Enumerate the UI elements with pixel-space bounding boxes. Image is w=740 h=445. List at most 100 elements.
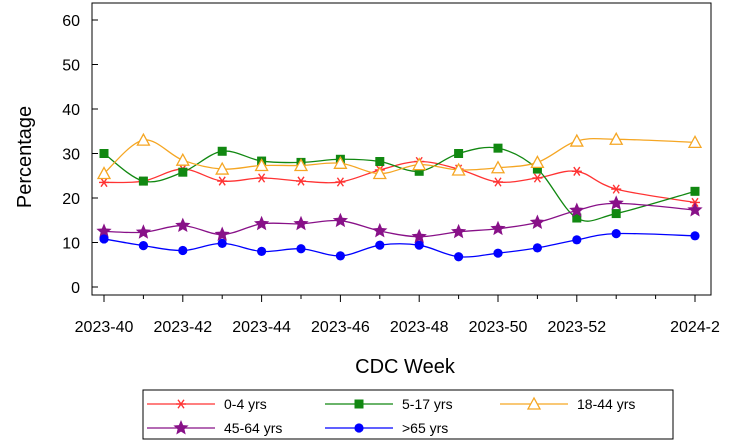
data-point-circle <box>257 246 267 256</box>
x-tick-label: 2023-48 <box>390 319 449 336</box>
y-tick-label: 30 <box>62 147 80 164</box>
data-point-square <box>532 164 542 174</box>
data-point-star <box>135 224 152 239</box>
x-tick-label: 2023-44 <box>232 319 291 336</box>
data-point-triangle <box>175 152 190 166</box>
y-axis: 0 10 20 30 40 50 60 <box>62 13 98 297</box>
data-point-circle <box>178 245 188 256</box>
data-point-circle <box>138 241 148 251</box>
x-tick-label: 2023-52 <box>547 319 606 336</box>
data-point-square <box>690 186 700 196</box>
data-point-asterisk <box>493 177 503 187</box>
data-point-star <box>175 217 191 233</box>
data-point-triangle <box>687 135 703 149</box>
data-point-circle <box>532 243 543 253</box>
x-tick-label: 2023-50 <box>469 319 528 336</box>
data-point-star <box>687 202 703 217</box>
data-point-circle <box>375 240 385 250</box>
data-point-circle <box>99 234 109 244</box>
data-point-triangle <box>526 396 542 410</box>
data-point-star <box>214 226 230 241</box>
legend-label: 5-17 yrs <box>402 396 453 412</box>
data-point-asterisk <box>532 173 543 183</box>
data-point-square <box>217 146 227 156</box>
data-point-triangle <box>569 133 584 147</box>
data-point-triangle <box>333 155 348 169</box>
y-axis-label: Percentage <box>14 106 36 208</box>
data-point-circle <box>690 231 700 241</box>
data-point-circle <box>414 240 424 250</box>
data-point-triangle <box>215 161 230 175</box>
data-point-asterisk <box>99 177 109 188</box>
data-point-star <box>96 223 112 238</box>
data-point-square <box>414 166 424 176</box>
data-point-square <box>611 209 621 219</box>
data-point-star <box>173 420 189 435</box>
legend-label: 45-64 yrs <box>224 420 282 436</box>
y-tick-label: 10 <box>62 236 80 253</box>
data-point-triangle <box>136 132 151 146</box>
x-axis-label: CDC Week <box>355 356 456 378</box>
y-tick-label: 20 <box>62 191 80 208</box>
data-point-square <box>454 149 464 158</box>
data-point-circle <box>335 251 345 261</box>
data-point-star <box>569 202 585 217</box>
data-point-square <box>178 167 188 177</box>
y-tick-label: 50 <box>62 58 80 75</box>
data-point-asterisk <box>176 399 186 409</box>
data-point-circle <box>354 423 364 433</box>
x-tick-label: 2024-2 <box>670 319 720 336</box>
data-point-asterisk <box>571 166 582 176</box>
legend-frame <box>142 389 674 440</box>
data-point-triangle <box>530 155 545 169</box>
data-point-triangle <box>372 166 387 180</box>
data-point-star <box>372 222 388 238</box>
y-tick-label: 40 <box>62 102 80 119</box>
x-tick-label: 2023-40 <box>75 319 134 336</box>
data-point-square <box>375 157 385 167</box>
data-point-circle <box>296 244 306 254</box>
data-point-asterisk <box>611 184 622 194</box>
data-point-circle <box>454 252 464 262</box>
y-tick-label: 60 <box>62 13 80 30</box>
data-point-star <box>332 212 349 228</box>
y-tick-label: 0 <box>71 280 80 297</box>
data-point-triangle <box>451 162 466 176</box>
legend-label: 0-4 yrs <box>224 396 267 412</box>
data-point-asterisk <box>335 177 346 187</box>
data-point-circle <box>611 229 621 239</box>
data-point-star <box>608 195 624 210</box>
series-layer <box>96 131 703 262</box>
plot-frame <box>91 2 712 296</box>
x-axis: 2023-40 2023-42 2023-44 2023-46 2023-48 2023-… <box>75 295 720 336</box>
legend: 0-4 yrs 5-17 yrs 18-44 yrs 45-64 yrs >65 yrs <box>142 389 674 440</box>
data-point-circle <box>493 248 503 258</box>
x-tick-label: 2023-46 <box>311 319 370 336</box>
data-point-triangle <box>490 160 506 174</box>
data-point-square <box>572 213 582 223</box>
data-point-square <box>493 143 503 153</box>
data-point-triangle <box>412 157 427 171</box>
legend-label: 18-44 yrs <box>577 396 635 412</box>
data-point-triangle <box>609 131 624 145</box>
data-point-star <box>293 215 309 231</box>
data-point-square <box>354 399 364 409</box>
data-point-asterisk <box>217 176 228 186</box>
data-point-star <box>529 214 546 229</box>
x-tick-label: 2023-42 <box>153 319 212 336</box>
data-point-triangle <box>254 158 269 172</box>
data-point-square <box>99 149 109 158</box>
data-point-asterisk <box>256 173 267 183</box>
data-point-star <box>490 220 506 236</box>
data-point-square <box>138 176 148 186</box>
data-point-triangle <box>96 166 112 180</box>
data-point-triangle <box>293 158 309 172</box>
data-point-star <box>253 215 270 231</box>
data-point-star <box>450 223 467 239</box>
data-point-circle <box>572 235 582 245</box>
legend-label: >65 yrs <box>402 420 448 436</box>
data-point-asterisk <box>296 176 306 186</box>
data-point-circle <box>217 238 227 248</box>
